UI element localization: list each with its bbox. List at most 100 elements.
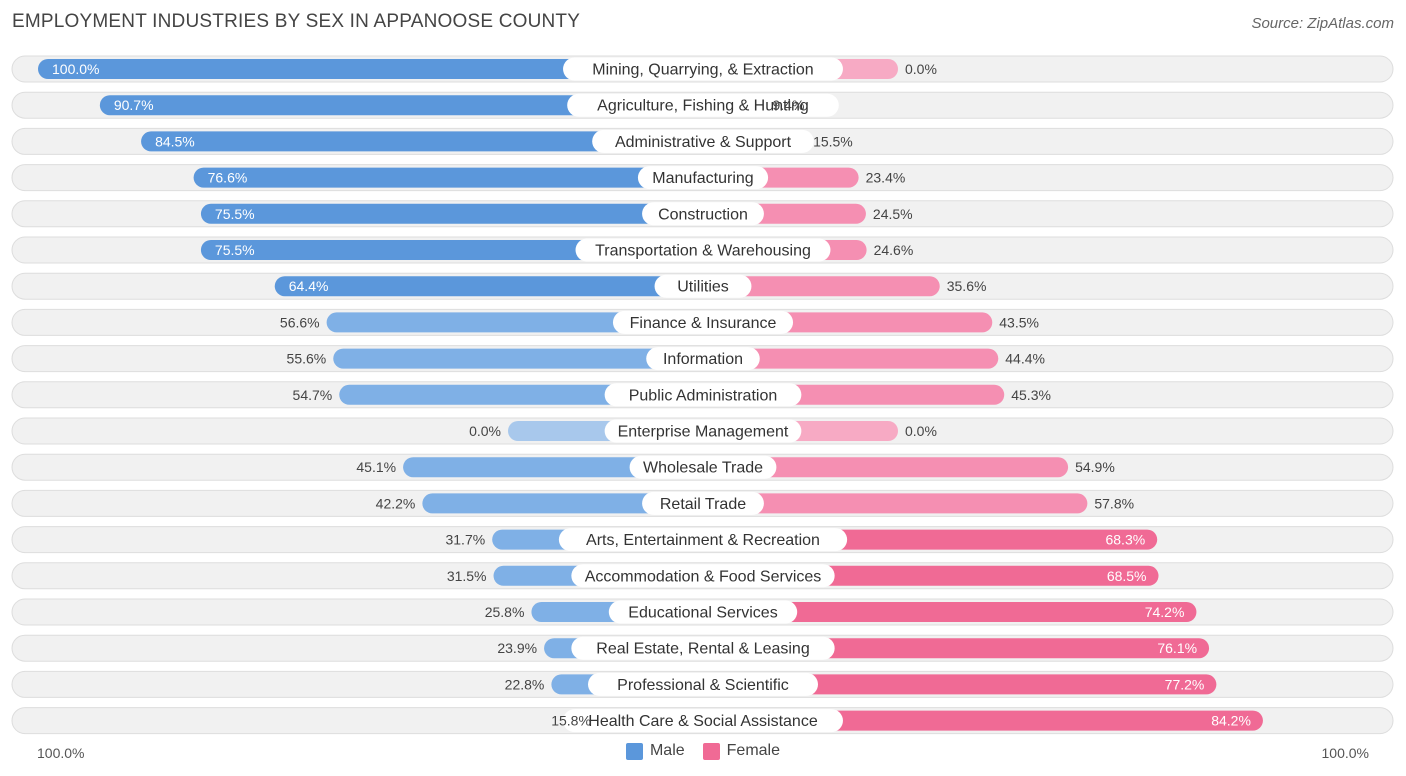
category-label: Educational Services (628, 605, 777, 622)
value-label-female: 84.2% (1211, 713, 1251, 729)
value-label-female: 0.0% (905, 61, 937, 77)
value-label-female: 45.3% (1011, 387, 1051, 403)
legend-item-female[interactable]: Female (702, 742, 781, 760)
category-label: Public Administration (629, 387, 778, 404)
legend-swatch-female (702, 742, 720, 760)
chart-title: EMPLOYMENT INDUSTRIES BY SEX IN APPANOOS… (12, 11, 581, 32)
category-label: Enterprise Management (618, 424, 789, 441)
category-label-bg (592, 129, 814, 153)
value-label-female: 43.5% (999, 314, 1039, 330)
category-label-bg (604, 419, 802, 443)
value-label-male: 54.7% (293, 387, 333, 403)
value-label-male: 23.9% (497, 640, 537, 656)
legend-label-male: Male (649, 742, 685, 759)
value-label-male: 84.5% (155, 133, 195, 149)
category-label-bg (563, 57, 843, 81)
category-label-bg (629, 455, 777, 479)
legend-swatch-male (625, 742, 643, 760)
category-label-bg (567, 93, 839, 117)
category-label: Wholesale Trade (643, 460, 763, 477)
bar-male (403, 457, 703, 478)
value-label-male: 22.8% (505, 676, 545, 692)
category-label-bg (558, 528, 848, 552)
bar-female (703, 457, 1069, 478)
category-label: Manufacturing (652, 170, 753, 187)
bar-male (141, 131, 703, 152)
category-label-bg (612, 310, 794, 334)
category-label: Agriculture, Fishing & Hunting (597, 98, 809, 115)
value-label-male: 75.5% (215, 242, 255, 258)
axis-left-label: 100.0% (37, 745, 85, 761)
category-label: Health Care & Social Assistance (588, 713, 818, 730)
category-label-bg (588, 672, 818, 696)
category-label: Utilities (677, 279, 729, 296)
value-label-female: 68.5% (1107, 568, 1147, 584)
value-label-female: 54.9% (1075, 459, 1115, 475)
category-label: Finance & Insurance (630, 315, 777, 332)
category-label: Professional & Scientific (617, 677, 789, 694)
category-label-bg (654, 274, 752, 298)
category-label-bg (604, 383, 802, 407)
value-label-female: 57.8% (1094, 495, 1134, 511)
value-label-female: 74.2% (1145, 604, 1185, 620)
bar-female (703, 276, 940, 297)
chart-canvas: Mining, Quarrying, & Extraction 100.0% 0.0… (11, 55, 1394, 735)
bar-female (703, 710, 1263, 731)
category-label-bg (646, 347, 760, 371)
category-label: Transportation & Warehousing (595, 243, 811, 260)
value-label-male: 56.6% (280, 314, 320, 330)
value-label-male: 55.6% (287, 351, 327, 367)
category-label: Real Estate, Rental & Leasing (596, 641, 809, 658)
category-label-bg (642, 202, 764, 226)
value-label-male: 90.7% (114, 97, 154, 113)
category-label: Mining, Quarrying, & Extraction (592, 62, 813, 79)
category-label: Information (663, 351, 743, 368)
bar-male (422, 493, 703, 514)
value-label-female: 68.3% (1105, 532, 1145, 548)
category-label: Accommodation & Food Services (585, 568, 822, 585)
bar-male (274, 276, 703, 297)
bar-female (703, 602, 1197, 622)
value-label-female: 15.5% (813, 133, 853, 149)
value-label-male: 76.6% (208, 170, 248, 186)
value-label-female: 24.5% (873, 206, 913, 222)
value-label-male: 75.5% (215, 206, 255, 222)
bar-female (703, 348, 999, 369)
category-label-bg (608, 600, 798, 624)
legend-label-female: Female (726, 742, 781, 759)
legend: Male Female (0, 742, 1406, 760)
value-label-female: 24.6% (874, 242, 914, 258)
bar-male (38, 59, 703, 79)
bar-female (703, 493, 1088, 514)
bar-male (193, 167, 704, 188)
value-label-male: 25.8% (485, 604, 525, 620)
bar-male (99, 95, 704, 116)
value-label-male: 0.0% (469, 423, 501, 439)
value-label-male: 15.8% (551, 713, 591, 729)
legend-item-male[interactable]: Male (625, 742, 685, 760)
value-label-female: 35.6% (947, 278, 987, 294)
bar-female (703, 674, 1217, 695)
category-label: Arts, Entertainment & Recreation (586, 532, 820, 549)
category-label-bg (571, 564, 835, 588)
value-label-male: 42.2% (376, 495, 416, 511)
category-label: Retail Trade (660, 496, 746, 513)
axis-right-label: 100.0% (1321, 745, 1369, 761)
value-label-female: 77.2% (1165, 676, 1205, 692)
bar-male (326, 312, 703, 333)
value-label-female: 0.0% (905, 423, 937, 439)
category-label-bg (571, 636, 835, 660)
category-label-bg (575, 238, 831, 262)
category-label-bg (637, 166, 769, 190)
category-label: Construction (658, 206, 748, 223)
value-label-male: 64.4% (289, 278, 329, 294)
category-label-bg (642, 491, 764, 515)
bar-male (333, 348, 703, 369)
value-label-male: 31.5% (447, 568, 487, 584)
value-label-male: 45.1% (356, 459, 396, 475)
value-label-female: 76.1% (1157, 640, 1197, 656)
category-label-bg (563, 709, 843, 733)
value-label-female: 9.4% (773, 97, 805, 113)
value-label-female: 23.4% (866, 170, 906, 186)
bar-male (200, 203, 704, 224)
